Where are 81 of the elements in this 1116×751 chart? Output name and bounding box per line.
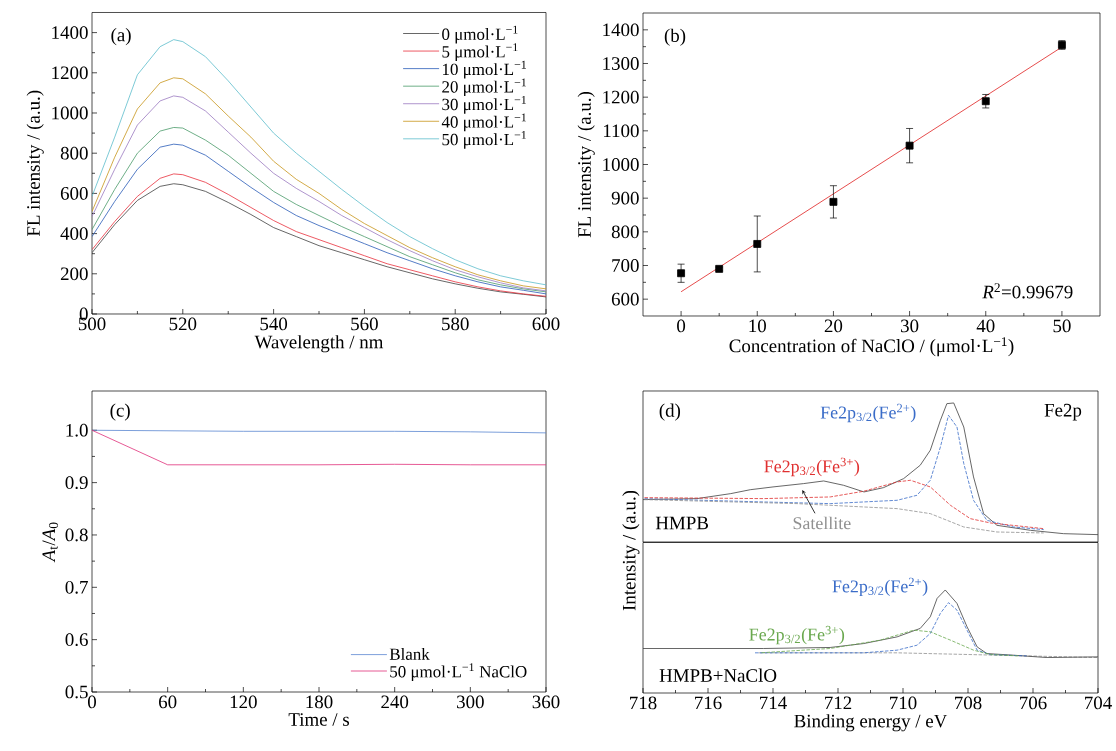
y-tick-label: 200	[60, 267, 88, 281]
annotation: (c)	[110, 403, 130, 421]
x-tick-label: 712	[825, 696, 852, 710]
legend-label: 50 μmol·L$^{−1}$ NaClO	[390, 663, 527, 681]
annotation: HMPB	[655, 516, 709, 530]
y-tick-label: 0.9	[65, 476, 88, 490]
y-tick-label: 1.0	[66, 423, 88, 437]
x-axis-title: Wavelength / nm	[254, 335, 384, 353]
y-tick-label: 400	[60, 227, 88, 240]
x-tick-label: 360	[532, 695, 560, 709]
y-tick-label: 800	[611, 225, 639, 239]
x-tick-label: 30	[901, 319, 919, 333]
y-tick-label: 1000	[52, 106, 88, 120]
x-tick-label: 580	[442, 317, 469, 331]
y-tick-label: 0.5	[65, 685, 88, 699]
series-label: Satellite	[793, 516, 851, 530]
annotation: Fe2p	[1044, 403, 1082, 421]
x-tick-label: 20	[824, 319, 843, 333]
y-tick-label: 900	[611, 191, 639, 205]
x-tick-label: 718	[630, 696, 657, 710]
legend-label: 0 μmol·L$^{−1}$	[442, 25, 518, 44]
series-label: Fe2p$_{3/2}$(Fe$^{3+}$)	[764, 457, 860, 477]
x-tick-label: 600	[532, 317, 560, 331]
legend-label: 10 μmol·L$^{−1}$	[442, 60, 526, 79]
x-tick-label: 240	[381, 695, 409, 709]
point	[753, 240, 762, 248]
y-tick-label: 1100	[603, 124, 639, 138]
x-tick-label: 180	[306, 695, 333, 709]
y-tick-label: 0.8	[65, 528, 88, 542]
x-tick-label: 520	[169, 317, 197, 331]
point	[981, 97, 990, 106]
legend-label: Blank	[389, 647, 430, 660]
x-tick-label: 540	[260, 317, 288, 331]
x-tick-label: 706	[1020, 696, 1047, 710]
y-axis-title: FL intensity / (a.u.)	[26, 90, 44, 237]
x-axis-title: Binding energy / eV	[794, 714, 948, 732]
x-tick-label: 560	[351, 317, 378, 331]
y-axis-title: FL intensity / (a.u.)	[577, 91, 595, 238]
y-tick-label: 700	[612, 259, 639, 272]
x-tick-label: 704	[1085, 696, 1112, 710]
x-tick-label: 40	[976, 319, 995, 333]
series-label: Fe2p$_{3/2}$(Fe$^{2+}$)	[832, 577, 928, 597]
y-tick-label: 1300	[603, 57, 639, 70]
annotation: (b)	[664, 28, 686, 46]
y-tick-label: 600	[60, 187, 88, 200]
y-tick-label: 1200	[52, 66, 88, 80]
x-axis-title: Time / s	[288, 713, 350, 726]
annotation: (a)	[111, 28, 131, 46]
legend-label: 30 μmol·L$^{−1}$	[442, 95, 526, 114]
x-tick-label: 50	[1053, 319, 1071, 333]
y-tick-label: 1200	[603, 90, 639, 104]
y-axis-title: Intensity / (a.u.)	[622, 490, 640, 611]
y-tick-label: 1400	[603, 23, 639, 37]
point	[677, 269, 685, 278]
annotation: R$^{2}$=0.99679	[982, 283, 1073, 299]
x-tick-label: 60	[159, 695, 177, 709]
y-tick-label: 1400	[52, 26, 88, 39]
y-tick-label: 0.7	[65, 580, 88, 594]
x-tick-label: 10	[749, 319, 766, 333]
y-tick-label: 600	[611, 292, 639, 306]
x-tick-label: 300	[457, 695, 484, 709]
legend-label: 5 μmol·L$^{−1}$	[442, 43, 518, 61]
y-tick-label: 1000	[603, 158, 639, 171]
y-tick-label: 0.6	[65, 633, 88, 647]
series-label: Fe2p$_{3/2}$(Fe$^{3+}$)	[749, 625, 845, 645]
legend-label: 50 μmol·L$^{−1}$	[442, 131, 526, 149]
x-tick-label: 710	[890, 696, 917, 710]
x-axis-title: Concentration of NaClO / (μmol·L$^{−1}$)	[729, 337, 1014, 357]
annotation: HMPB+NaClO	[659, 668, 777, 682]
x-tick-label: 120	[230, 695, 257, 709]
legend-label: 40 μmol·L$^{−1}$	[441, 113, 526, 132]
x-tick-label: 708	[955, 696, 982, 710]
point	[829, 197, 838, 206]
annotation: (d)	[659, 403, 681, 421]
y-tick-label: 800	[60, 146, 88, 160]
legend-label: 20 μmol·L$^{−1}$	[442, 78, 526, 97]
point	[905, 141, 914, 150]
x-tick-label: 716	[695, 696, 722, 710]
x-tick-label: 0	[677, 319, 686, 333]
x-tick-label: 714	[760, 696, 787, 710]
series-label: Fe2p$_{3/2}$(Fe$^{2+}$)	[820, 403, 916, 423]
